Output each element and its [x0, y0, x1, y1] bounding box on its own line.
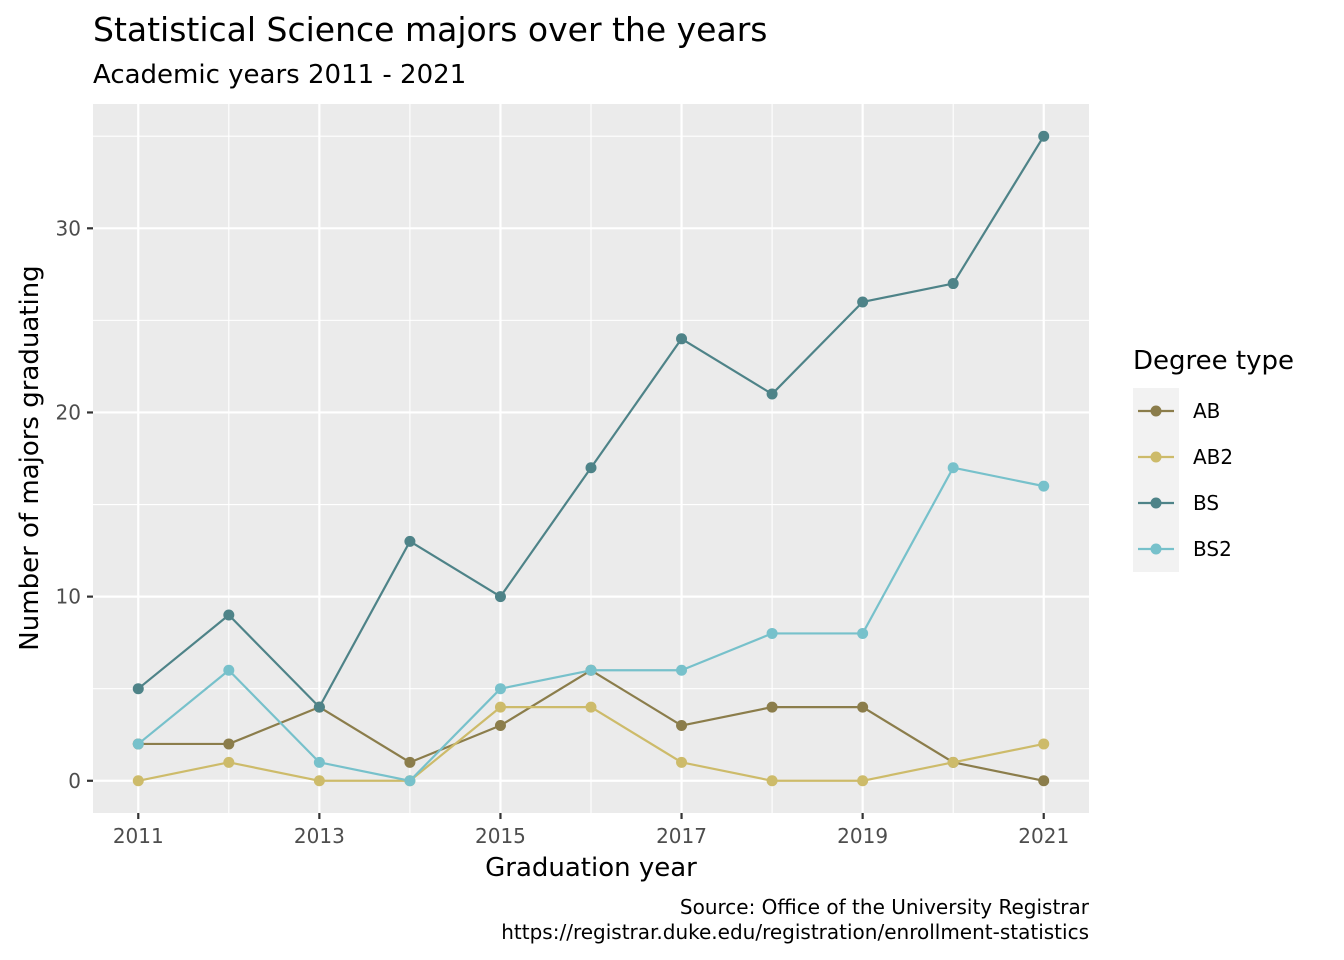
point-ab2-2011 [132, 775, 144, 787]
point-bs2-2016 [585, 664, 597, 676]
point-bs-2020 [947, 278, 959, 290]
point-ab2-2019 [857, 775, 869, 787]
y-tick-label: 20 [56, 400, 81, 424]
point-ab-2019 [857, 701, 869, 713]
legend-label: AB2 [1193, 445, 1233, 469]
point-ab2-2012 [223, 756, 235, 768]
point-ab-2021 [1038, 775, 1050, 787]
point-bs-2021 [1038, 130, 1050, 142]
point-bs-2015 [494, 591, 506, 603]
x-axis-title: Graduation year [485, 853, 697, 883]
legend-item-bs: BS [1138, 491, 1219, 515]
point-bs2-2012 [223, 664, 235, 676]
legend-key-point [1150, 451, 1162, 463]
point-ab2-2017 [676, 756, 688, 768]
point-bs2-2020 [947, 462, 959, 474]
chart-subtitle: Academic years 2011 - 2021 [93, 60, 466, 90]
y-tick-label: 10 [56, 585, 81, 609]
legend-label: AB [1193, 399, 1220, 423]
x-axis: 2011 2013 2015 2017 2019 2021 [113, 813, 1069, 848]
point-ab-2018 [766, 701, 778, 713]
point-ab2-2018 [766, 775, 778, 787]
point-ab2-2013 [313, 775, 325, 787]
x-tick-label: 2011 [113, 824, 164, 848]
point-bs-2011 [132, 683, 144, 695]
point-ab2-2016 [585, 701, 597, 713]
grid-minor [93, 104, 1089, 813]
point-bs-2014 [404, 535, 416, 547]
x-tick-label: 2015 [475, 824, 526, 848]
x-tick-label: 2019 [837, 824, 888, 848]
point-ab-2014 [404, 756, 416, 768]
series-layer [132, 130, 1050, 787]
legend-label: BS2 [1193, 537, 1232, 561]
point-ab-2015 [494, 720, 506, 732]
x-tick-label: 2013 [294, 824, 345, 848]
x-tick-label: 2017 [656, 824, 707, 848]
x-tick-label: 2021 [1018, 824, 1069, 848]
legend: Degree type AB AB2 BS BS2 [1133, 346, 1294, 572]
legend-label: BS [1193, 491, 1219, 515]
point-bs-2013 [313, 701, 325, 713]
legend-item-bs2: BS2 [1138, 537, 1232, 561]
legend-item-ab: AB [1138, 399, 1220, 423]
y-axis: 0 10 20 30 [56, 216, 93, 793]
point-bs2-2011 [132, 738, 144, 750]
point-bs2-2013 [313, 756, 325, 768]
legend-key-point [1150, 405, 1162, 417]
legend-title: Degree type [1133, 346, 1294, 376]
y-tick-label: 30 [56, 216, 81, 240]
point-bs2-2015 [494, 683, 506, 695]
chart-title: Statistical Science majors over the year… [93, 10, 767, 49]
point-bs-2012 [223, 609, 235, 621]
point-ab2-2020 [947, 756, 959, 768]
caption-source: Source: Office of the University Registr… [680, 895, 1090, 919]
legend-key-point [1150, 543, 1162, 555]
point-ab-2017 [676, 720, 688, 732]
point-bs-2017 [676, 333, 688, 345]
grid-major [93, 104, 1089, 813]
y-axis-title: Number of majors graduating [15, 265, 45, 650]
legend-item-ab2: AB2 [1138, 445, 1233, 469]
caption-url: https://registrar.duke.edu/registration/… [501, 920, 1089, 944]
point-bs-2018 [766, 388, 778, 400]
legend-key-background [1133, 388, 1179, 572]
y-tick-label: 0 [68, 769, 81, 793]
point-bs2-2019 [857, 627, 869, 639]
point-ab2-2021 [1038, 738, 1050, 750]
point-bs-2016 [585, 462, 597, 474]
point-bs2-2021 [1038, 480, 1050, 492]
point-bs-2019 [857, 296, 869, 308]
point-ab2-2015 [494, 701, 506, 713]
point-bs2-2018 [766, 627, 778, 639]
point-bs2-2014 [404, 775, 416, 787]
point-ab-2012 [223, 738, 235, 750]
point-bs2-2017 [676, 664, 688, 676]
legend-key-point [1150, 497, 1162, 509]
